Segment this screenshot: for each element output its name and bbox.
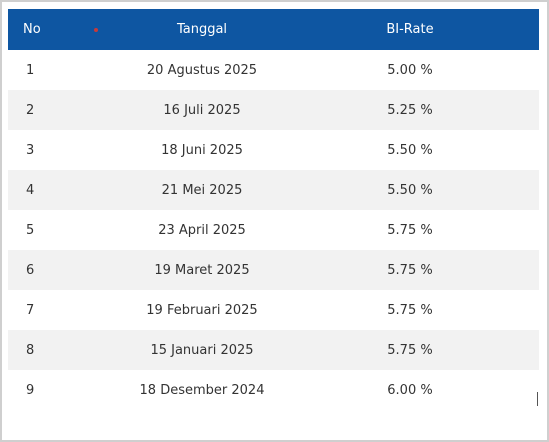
cell-no: 1 <box>26 62 35 78</box>
cell-date: 18 Juni 2025 <box>161 142 243 158</box>
cell-no: 7 <box>26 302 35 318</box>
table-row: 6 19 Maret 2025 5.75 % <box>8 250 539 290</box>
cell-no: 3 <box>26 142 35 158</box>
cell-no: 4 <box>26 182 35 198</box>
table-header: No Tanggal BI-Rate <box>8 9 539 50</box>
table-row: 7 19 Februari 2025 5.75 % <box>8 290 539 330</box>
cell-no: 6 <box>26 262 35 278</box>
header-no-label: No <box>23 22 41 37</box>
cell-date: 19 Februari 2025 <box>146 302 258 318</box>
cell-no: 9 <box>26 382 35 398</box>
cell-rate: 5.25 % <box>387 102 433 118</box>
cell-no: 5 <box>26 222 35 238</box>
table-row: 2 16 Juli 2025 5.25 % <box>8 90 539 130</box>
cell-rate: 5.75 % <box>387 302 433 318</box>
table-row: 4 21 Mei 2025 5.50 % <box>8 170 539 210</box>
table-row: 1 20 Agustus 2025 5.00 % <box>8 50 539 90</box>
cell-no: 2 <box>26 102 35 118</box>
table-body: 1 20 Agustus 2025 5.00 % 2 16 Juli 2025 … <box>8 50 539 410</box>
cell-date: 16 Juli 2025 <box>163 102 241 118</box>
cell-date: 23 April 2025 <box>158 222 246 238</box>
cell-rate: 5.50 % <box>387 142 433 158</box>
cell-rate: 6.00 % <box>387 382 433 398</box>
table-row: 9 18 Desember 2024 6.00 % <box>8 370 539 410</box>
cell-date: 18 Desember 2024 <box>139 382 265 398</box>
cell-date: 15 Januari 2025 <box>150 342 254 358</box>
table-row: 5 23 April 2025 5.75 % <box>8 210 539 250</box>
text-cursor-icon <box>537 392 538 406</box>
table-row: 8 15 Januari 2025 5.75 % <box>8 330 539 370</box>
cell-date: 19 Maret 2025 <box>154 262 250 278</box>
table-row: 3 18 Juni 2025 5.50 % <box>8 130 539 170</box>
header-date[interactable]: Tanggal <box>98 9 306 50</box>
cell-date: 21 Mei 2025 <box>161 182 243 198</box>
header-rate[interactable]: BI-Rate <box>306 9 514 50</box>
header-rate-label: BI-Rate <box>386 22 434 37</box>
cell-rate: 5.50 % <box>387 182 433 198</box>
cell-no: 8 <box>26 342 35 358</box>
bi-rate-table: No Tanggal BI-Rate 1 20 Agustus 2025 5.0… <box>8 9 539 410</box>
cell-date: 20 Agustus 2025 <box>146 62 258 78</box>
cell-rate: 5.75 % <box>387 342 433 358</box>
cell-rate: 5.75 % <box>387 222 433 238</box>
header-date-label: Tanggal <box>176 22 228 37</box>
sort-indicator-icon[interactable] <box>94 28 98 32</box>
cell-rate: 5.00 % <box>387 62 433 78</box>
cell-rate: 5.75 % <box>387 262 433 278</box>
header-no[interactable]: No <box>8 9 98 50</box>
